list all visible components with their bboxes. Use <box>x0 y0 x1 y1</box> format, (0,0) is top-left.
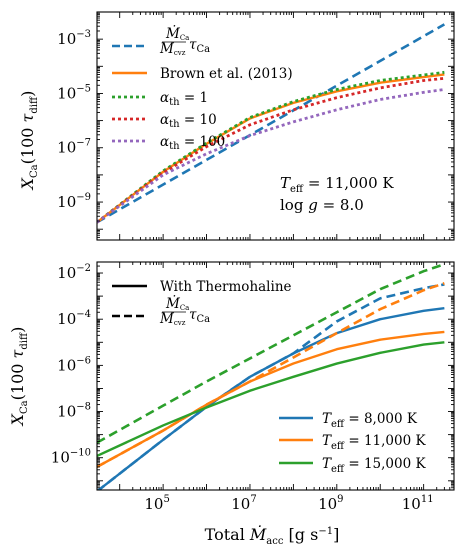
legend-label-alpha-10: αth = 10 <box>160 112 217 130</box>
legend-formula-tau: τCa <box>189 37 210 55</box>
legend-formula-denominator: Mcvz <box>159 41 186 57</box>
annotation-logg: log g = 8.0 <box>280 196 364 214</box>
legend-formula-numerator: ṀCa <box>165 25 189 42</box>
top-legend: ṀCa Mcvz τCa Brown et al. (2013) αth = 1… <box>112 25 293 152</box>
top-series-line-4 <box>97 88 445 224</box>
top-y-axis-label: XCa(100 τdiff) <box>18 91 40 192</box>
bottom-panel: 105 107 109 1011 10−10 10−8 10−6 10−4 10−2 XCa(1… <box>8 261 455 547</box>
bottom-style-legend: With Thermohaline ṀCa Mcvz τCa <box>112 279 292 327</box>
bottom-y-tick-label: 10−4 <box>57 309 91 328</box>
legend-label-ratio-formula-bottom: ṀCa Mcvz τCa <box>159 295 210 327</box>
bottom-ticks: 105 107 109 1011 10−10 10−8 10−6 10−4 10−2 <box>51 261 455 513</box>
bottom-y-tick-label: 10−2 <box>57 263 91 282</box>
bottom-y-tick-label: 10−10 <box>51 448 91 467</box>
legend-label-ratio-formula: ṀCa Mcvz τCa <box>159 25 210 57</box>
bottom-y-tick-label: 10−6 <box>57 355 91 374</box>
legend-label-teff-15000: Teff = 15,000 K <box>322 456 426 475</box>
legend-label-brown: Brown et al. (2013) <box>160 66 293 82</box>
bottom-axes-frame <box>96 261 455 491</box>
x-axis-label: Total Ṁacc [g s−1] <box>205 524 340 547</box>
top-y-tick-label: 10−3 <box>57 29 91 48</box>
top-panel: 10−9 10−7 10−5 10−3 XCa(100 τdiff) ṀCa Mcvz… <box>18 11 455 241</box>
x-tick-label: 1011 <box>402 494 434 513</box>
bottom-y-axis-label: XCa(100 τdiff) <box>8 327 30 428</box>
top-ticks: 10−9 10−7 10−5 10−3 <box>57 11 455 241</box>
annotation-teff: Teff = 11,000 K <box>280 174 394 195</box>
bottom-color-legend: Teff = 8,000 K Teff = 11,000 K Teff = 15… <box>279 411 426 475</box>
legend-formula-numerator-bottom: ṀCa <box>165 295 189 312</box>
top-axes-frame <box>96 11 455 241</box>
x-tick-label: 107 <box>231 494 256 513</box>
top-y-tick-label: 10−5 <box>57 83 91 102</box>
x-tick-label: 109 <box>318 494 343 513</box>
legend-label-alpha-1: αth = 1 <box>160 90 208 108</box>
legend-formula-denominator-bottom: Mcvz <box>159 311 186 327</box>
top-plot-area <box>97 23 446 224</box>
legend-label-teff-8000: Teff = 8,000 K <box>322 411 418 430</box>
top-y-tick-label: 10−9 <box>57 192 91 211</box>
bottom-series-line-3 <box>97 282 445 469</box>
top-y-tick-label: 10−7 <box>57 138 91 157</box>
legend-label-teff-11000: Teff = 11,000 K <box>322 433 426 452</box>
bottom-plot-area <box>97 263 445 490</box>
legend-label-with-thermohaline: With Thermohaline <box>160 279 292 295</box>
top-series-line-1 <box>97 73 445 224</box>
top-series-line-3 <box>97 76 445 224</box>
bottom-y-tick-label: 10−8 <box>57 402 91 421</box>
bottom-series-line-1 <box>97 283 445 490</box>
legend-label-alpha-100: αth = 100 <box>160 134 225 152</box>
x-tick-label: 105 <box>144 494 169 513</box>
top-series-line-2 <box>97 70 445 224</box>
legend-formula-tau-bottom: τCa <box>189 307 210 325</box>
top-series-line-0 <box>97 23 446 224</box>
bottom-series-line-5 <box>97 263 445 444</box>
bottom-series-line-4 <box>97 341 445 457</box>
